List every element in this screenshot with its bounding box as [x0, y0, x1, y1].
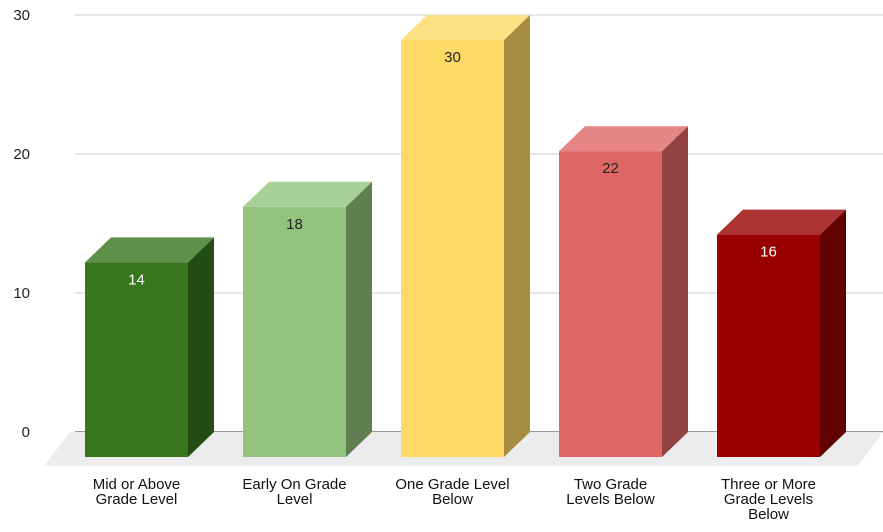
x-axis: Mid or Above Grade Level Early On Grade Lev… — [93, 476, 816, 523]
bar-front — [717, 234, 820, 457]
data-label: 30 — [444, 49, 461, 66]
bar-side — [504, 15, 530, 457]
bar-top — [401, 15, 530, 40]
bar — [559, 126, 688, 457]
x-tick-label: Mid or Above Grade Level — [93, 476, 181, 508]
bar-top — [85, 237, 214, 263]
bar-front — [85, 262, 188, 457]
data-label: 16 — [760, 244, 777, 261]
y-tick-label: 0 — [22, 424, 30, 441]
bar — [243, 181, 372, 458]
x-tick-label: Two Grade Levels Below — [566, 476, 655, 508]
y-tick-label: 10 — [13, 285, 30, 302]
bar-side — [820, 209, 846, 457]
bar — [717, 209, 846, 457]
bar — [401, 15, 530, 457]
bar-front — [559, 151, 662, 457]
bar-top — [717, 209, 846, 235]
data-label: 22 — [602, 160, 619, 177]
bars — [85, 15, 846, 458]
y-tick-label: 20 — [13, 146, 30, 163]
y-axis: 0 10 20 30 — [13, 7, 30, 441]
bar-front — [243, 206, 346, 457]
x-tick-label: One Grade Level Below — [395, 476, 509, 508]
y-tick-label: 30 — [13, 7, 30, 24]
bar-side — [188, 237, 214, 457]
data-label: 18 — [286, 216, 303, 233]
bar-top — [559, 126, 688, 152]
bar-top — [243, 181, 372, 207]
data-labels: 14 18 30 22 16 — [128, 49, 777, 288]
bar-side — [346, 181, 372, 458]
bar-front — [401, 40, 504, 457]
x-tick-label: Three or More Grade Levels Below — [721, 476, 816, 523]
bar — [85, 237, 214, 457]
x-tick-label: Early On Grade Level — [242, 476, 346, 508]
bar-side — [662, 126, 688, 457]
data-label: 14 — [128, 271, 145, 288]
